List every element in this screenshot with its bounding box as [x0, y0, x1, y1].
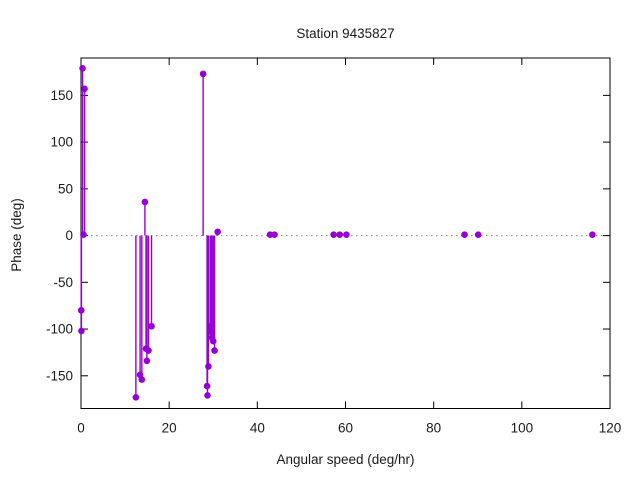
data-point [138, 376, 146, 383]
data-point [143, 357, 151, 365]
data-point [343, 231, 350, 238]
data-point [207, 328, 215, 336]
data-point [271, 231, 278, 238]
y-tick-label: -100 [46, 322, 73, 337]
x-tick-label: 80 [426, 421, 441, 436]
data-point [214, 228, 221, 236]
data-point [474, 231, 482, 238]
x-tick-label: 60 [338, 421, 353, 436]
data-point [204, 392, 211, 399]
y-tick-label: -150 [46, 368, 73, 383]
data-point [330, 231, 337, 238]
data-point [206, 322, 214, 330]
data-point [148, 322, 155, 330]
data-point [78, 327, 85, 335]
x-tick-label: 40 [250, 421, 265, 436]
x-tick-label: 100 [511, 421, 534, 436]
data-point [211, 347, 218, 354]
y-tick-label: 0 [65, 228, 73, 243]
y-tick-label: -50 [53, 275, 73, 290]
data-point [80, 231, 87, 238]
data-point [141, 198, 149, 206]
chart-title: Station 9435827 [296, 26, 395, 41]
data-point [81, 85, 88, 93]
data-point [336, 231, 344, 238]
data-point [205, 363, 212, 370]
x-tick-label: 20 [162, 421, 177, 436]
data-point [461, 231, 468, 238]
y-tick-label: 50 [58, 181, 73, 196]
y-tick-label: 150 [50, 88, 73, 103]
x-tick-label: 0 [77, 421, 85, 436]
data-point [145, 347, 152, 354]
data-point [203, 382, 211, 390]
y-tick-label: 100 [50, 135, 73, 150]
x-axis-label: Angular speed (deg/hr) [276, 452, 415, 467]
x-tick-label: 120 [599, 421, 622, 436]
data-point [589, 231, 596, 238]
data-point [209, 337, 217, 345]
data-point [79, 64, 86, 72]
data-point [77, 307, 85, 314]
data-point [199, 70, 207, 78]
data-point [132, 393, 140, 401]
